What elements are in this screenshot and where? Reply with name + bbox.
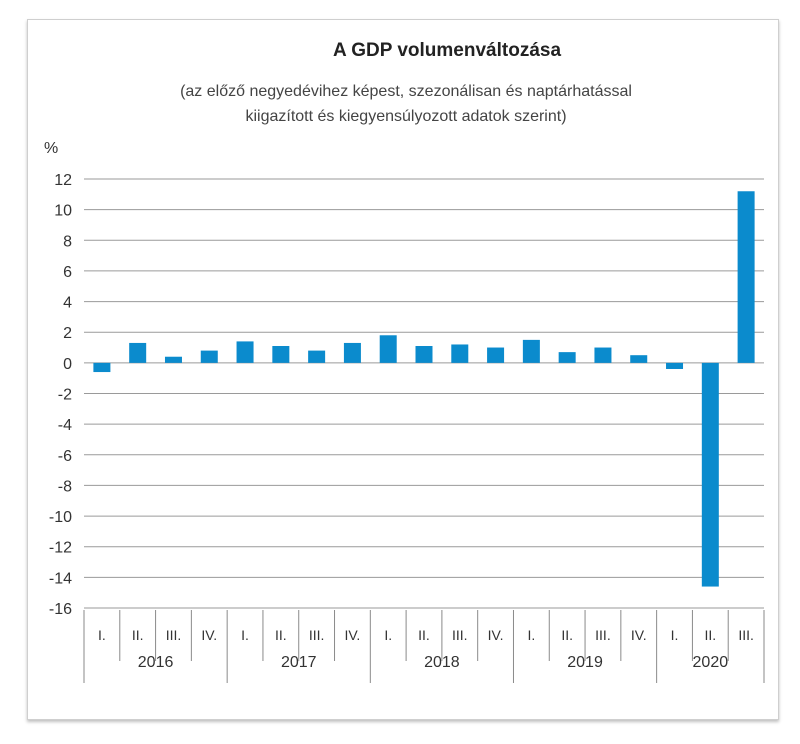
y-tick-label: -14	[49, 570, 72, 587]
x-tick-label: I.	[671, 627, 679, 643]
bar	[236, 341, 254, 363]
y-tick-label: 12	[54, 172, 72, 189]
y-tick-label: 4	[63, 295, 72, 312]
x-tick-label: IV.	[488, 627, 504, 643]
bar	[93, 362, 111, 373]
bar	[594, 347, 612, 363]
y-tick-label: -16	[49, 601, 72, 618]
y-tick-label: 2	[63, 325, 72, 342]
bar	[451, 344, 469, 363]
chart-card: A GDP volumenváltozása (az előző negyedé…	[27, 19, 779, 720]
y-tick-label: -12	[49, 540, 72, 557]
x-tick-label: III.	[309, 627, 325, 643]
x-tick-label: III.	[166, 627, 182, 643]
bar	[129, 342, 147, 363]
y-tick-label: -6	[58, 448, 72, 465]
bar	[558, 352, 576, 363]
chart: A GDP volumenváltozása (az előző negyedé…	[44, 40, 765, 683]
grid-lines	[84, 178, 764, 609]
bar	[343, 342, 361, 363]
bar	[308, 350, 326, 363]
x-axis: I. II. III. IV. I. II. III. IV. I. II. III. IV. I. II…	[83, 610, 765, 683]
year-label: 2020	[693, 654, 729, 671]
x-tick-label: IV.	[631, 627, 647, 643]
x-tick-label: III.	[738, 627, 754, 643]
x-tick-label: I.	[527, 627, 535, 643]
x-tick-label: I.	[384, 627, 392, 643]
year-label: 2016	[138, 654, 174, 671]
x-tick-label: III.	[452, 627, 468, 643]
y-tick-label: -2	[58, 387, 72, 404]
bar	[272, 346, 290, 363]
bars	[93, 191, 755, 587]
x-tick-label: II.	[275, 627, 287, 643]
x-tick-label: IV.	[201, 627, 217, 643]
bar	[666, 362, 684, 369]
bar	[737, 191, 755, 363]
x-tick-label: I.	[98, 627, 106, 643]
year-label: 2018	[424, 654, 460, 671]
bar	[522, 339, 540, 363]
y-tick-label: 6	[63, 264, 72, 281]
bar	[487, 347, 505, 363]
x-tick-label: II.	[418, 627, 430, 643]
chart-subtitle-line-1: (az előző negyedévihez képest, szezonáli…	[180, 83, 632, 100]
bar	[701, 362, 719, 587]
y-axis-unit-label: %	[44, 140, 58, 157]
bar	[630, 355, 648, 363]
bar	[164, 356, 182, 363]
y-tick-label: -10	[49, 509, 72, 526]
y-tick-label: 8	[63, 233, 72, 250]
x-tick-label: IV.	[344, 627, 360, 643]
y-tick-label: 0	[63, 356, 72, 373]
y-tick-label: -4	[58, 417, 72, 434]
bar	[379, 335, 397, 363]
x-tick-label: I.	[241, 627, 249, 643]
y-axis-ticks: 12 10 8 6 4 2 0 -2 -4 -6 -8 -10 -12 -14 -16	[49, 172, 72, 618]
x-tick-label: II.	[132, 627, 144, 643]
x-tick-label: II.	[704, 627, 716, 643]
x-tick-label: II.	[561, 627, 573, 643]
bar	[415, 346, 433, 363]
y-tick-label: -8	[58, 478, 72, 495]
x-tick-label: III.	[595, 627, 611, 643]
chart-subtitle-line-2: kiigazított és kiegyensúlyozott adatok s…	[245, 108, 566, 125]
chart-title: A GDP volumenváltozása	[333, 40, 562, 61]
y-tick-label: 10	[54, 203, 72, 220]
bar	[200, 350, 218, 363]
year-label: 2017	[281, 654, 317, 671]
year-label: 2019	[567, 654, 603, 671]
